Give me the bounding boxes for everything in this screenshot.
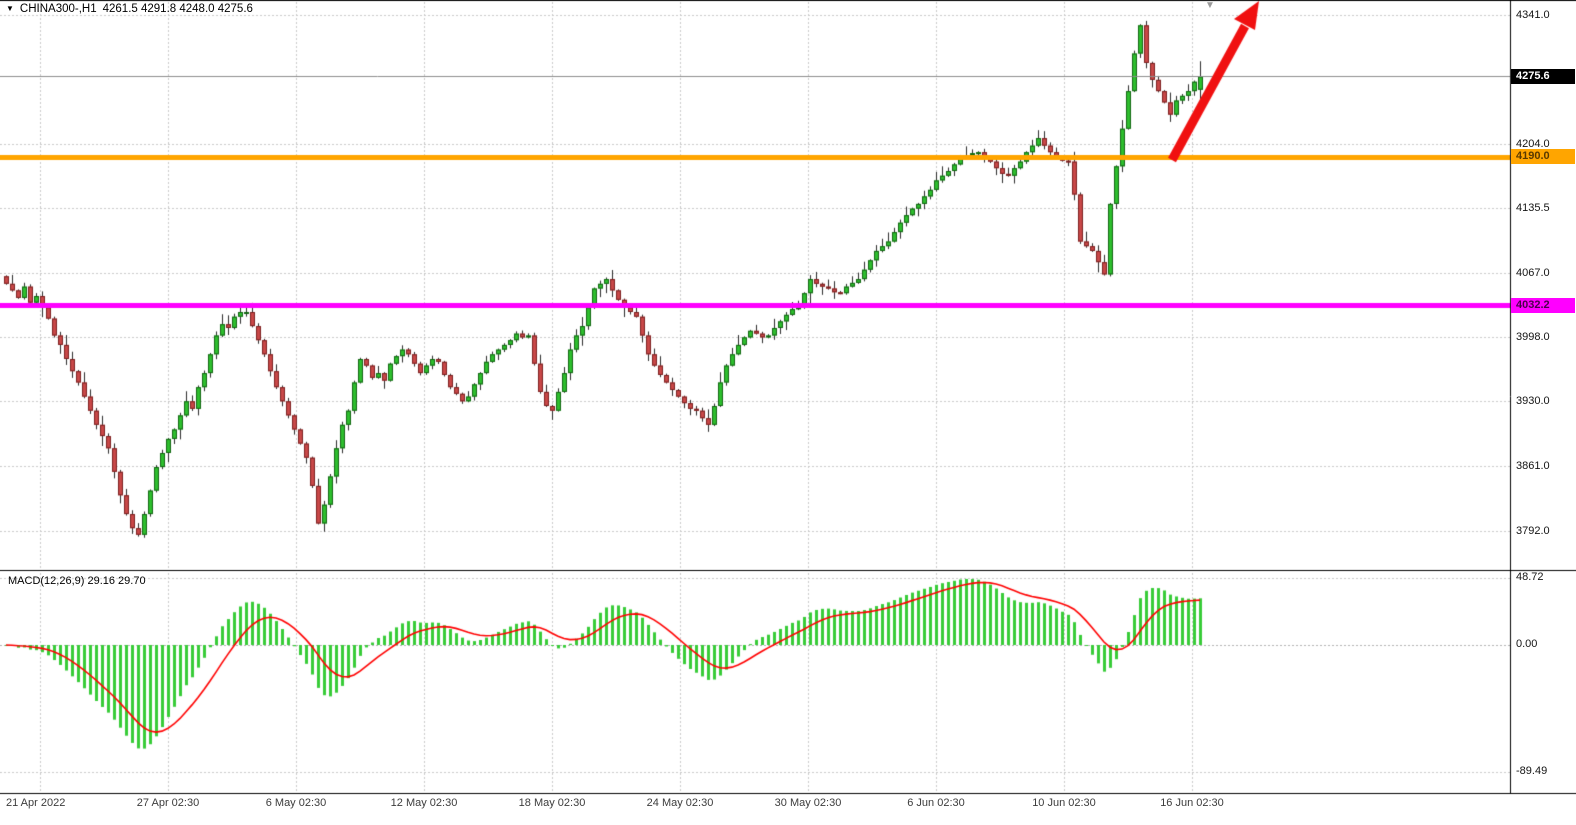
time-axis-label: 27 Apr 02:30 [136, 797, 200, 809]
chart-ohlc: 4261.5 4291.8 4248.0 4275.6 [102, 3, 253, 15]
time-axis-label: 6 May 02:30 [265, 797, 327, 809]
price-axis-label: 3998.0 [1516, 331, 1550, 344]
time-axis-label: 21 Apr 2022 [6, 797, 66, 809]
price-axis-label: 4341.0 [1516, 9, 1550, 21]
price-axis-label: 3792.0 [1516, 525, 1550, 537]
price-axis-label: 4067.0 [1516, 266, 1550, 279]
price-tag: 4032.2 [1511, 297, 1575, 313]
macd-label: MACD(12,26,9) 29.16 29.70 [8, 575, 146, 587]
symbol-marker-icon: ▼ [6, 4, 14, 13]
time-axis-label: 6 Jun 02:30 [907, 797, 965, 809]
price-tag: 4190.0 [1511, 149, 1575, 165]
price-axis-label: 4135.5 [1516, 202, 1550, 215]
macd-axis-min: -89.49 [1516, 765, 1548, 777]
time-axis-label: 12 May 02:30 [390, 797, 458, 809]
price-tag: 4275.6 [1511, 68, 1575, 84]
time-axis-label: 18 May 02:30 [518, 797, 586, 809]
price-axis-label: 3861.0 [1516, 460, 1550, 473]
macd-axis-max: 48.72 [1516, 571, 1544, 583]
price-axis-label: 4204.0 [1516, 137, 1550, 150]
chart-shift-icon: ▼ [1205, 0, 1215, 11]
time-axis-label: 16 Jun 02:30 [1160, 797, 1224, 809]
chart-symbol-period: CHINA300-,H1 [19, 3, 97, 15]
price-axis-label: 3930.0 [1516, 395, 1550, 408]
time-axis-label: 10 Jun 02:30 [1032, 797, 1096, 809]
chart-title: ▼ CHINA300-,H1 4261.5 4291.8 4248.0 4275… [6, 3, 253, 15]
time-axis-label: 30 May 02:30 [774, 797, 842, 809]
macd-axis-zero: 0.00 [1516, 638, 1538, 650]
time-axis-label: 24 May 02:30 [646, 797, 714, 809]
